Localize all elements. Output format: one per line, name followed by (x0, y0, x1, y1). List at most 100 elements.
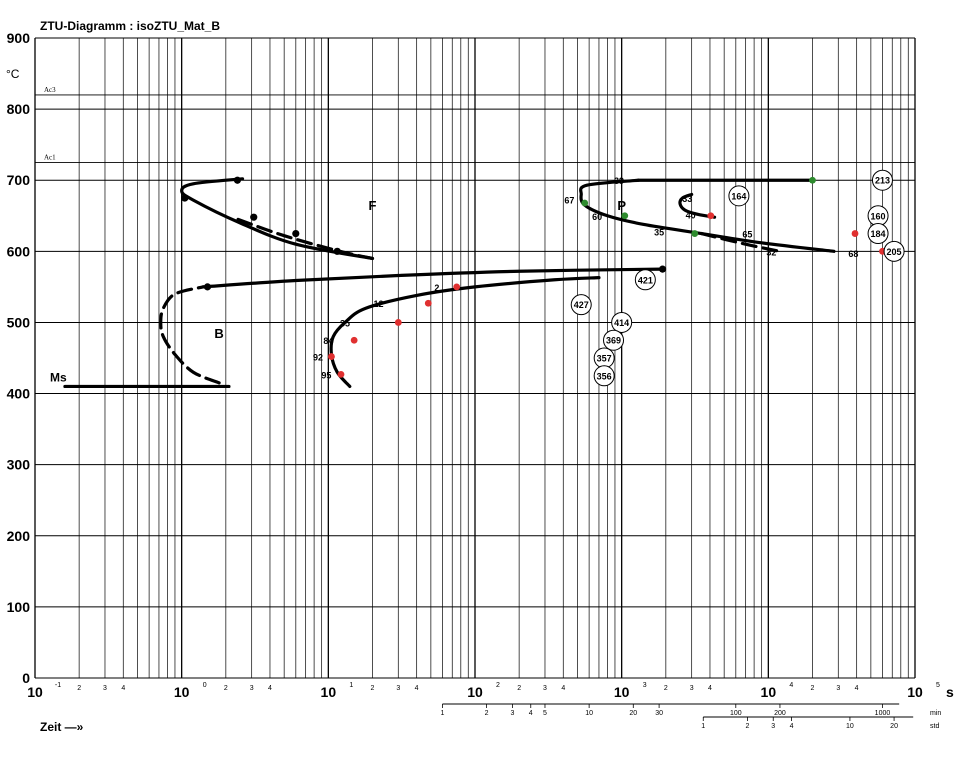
hardness-label: 369 (606, 336, 621, 346)
data-marker (621, 212, 629, 220)
data-marker (394, 319, 402, 326)
hardness-circle (871, 169, 893, 191)
percentage-label: 32 (766, 247, 776, 257)
y-tick-label: 400 (7, 386, 31, 402)
percentage-label: 35 (340, 318, 350, 328)
hardness-label: 414 (614, 318, 629, 328)
y-tick-label: 900 (7, 30, 31, 46)
x-tick-exponent: 5 (936, 682, 940, 689)
transformation-curve (579, 178, 836, 253)
x-tick-exponent: 1 (349, 682, 353, 689)
min-axis-label: 100 (730, 710, 742, 717)
y-tick-label: 0 (22, 670, 30, 686)
x-minor-tick-label: 4 (708, 685, 712, 692)
hardness-circle (570, 294, 592, 316)
std-axis-label: 10 (846, 723, 854, 730)
reference-line-label: Ac1 (44, 153, 56, 161)
time-axis-label: Zeit —» (40, 720, 84, 734)
transformation-curve (678, 192, 717, 219)
x-tick-label: 10 (321, 684, 337, 700)
y-tick-label: 800 (7, 101, 31, 117)
y-axis-label: °C (6, 67, 20, 81)
x-minor-tick-label: 4 (121, 685, 125, 692)
x-minor-tick-label: 2 (371, 685, 375, 692)
data-marker (691, 230, 699, 237)
x-minor-tick-label: 3 (836, 685, 840, 692)
data-marker (203, 283, 212, 291)
std-axis-label: 1 (701, 723, 705, 730)
ms-label: Ms (50, 370, 67, 384)
data-marker (424, 299, 432, 307)
x-minor-tick-label: 2 (664, 685, 668, 692)
chart-title: ZTU-Diagramm : isoZTU_Mat_B (40, 19, 221, 33)
min-axis-label: 5 (543, 710, 547, 717)
transformation-curve (329, 276, 601, 389)
hardness-label: 213 (875, 176, 890, 186)
x-tick-label: 10 (467, 684, 483, 700)
x-tick-label: 10 (614, 684, 630, 700)
hardness-circle (728, 185, 750, 207)
hardness-label: 356 (597, 371, 612, 381)
hardness-circle (634, 269, 656, 291)
y-tick-label: 200 (7, 528, 31, 544)
hardness-label: 160 (871, 211, 886, 221)
transformation-curve (201, 267, 665, 289)
transformation-curve (159, 285, 221, 385)
x-minor-tick-label: 3 (690, 685, 694, 692)
hardness-label: 164 (731, 191, 746, 201)
y-tick-label: 700 (7, 172, 31, 188)
percentage-label: 84 (323, 336, 333, 346)
min-axis-label: 1 (441, 710, 445, 717)
x-minor-tick-label: 4 (415, 685, 419, 692)
y-tick-label: 100 (7, 599, 31, 615)
x-tick-exponent: 4 (789, 682, 793, 689)
data-marker (233, 176, 242, 184)
std-axis-label: 4 (790, 723, 794, 730)
x-minor-tick-label: 2 (517, 685, 521, 692)
percentage-label: 2 (434, 283, 439, 293)
min-axis-label: 1000 (875, 710, 891, 717)
percentage-label: 68 (848, 249, 858, 259)
y-tick-label: 500 (7, 314, 31, 330)
x-tick-exponent: 0 (203, 682, 207, 689)
x-tick-label: 10 (761, 684, 777, 700)
min-axis-label: 30 (655, 710, 663, 717)
min-axis-label: 200 (774, 710, 786, 717)
reference-line-label: Ac3 (44, 86, 56, 94)
hardness-label: 421 (638, 275, 653, 285)
data-marker (707, 212, 715, 220)
data-marker (333, 247, 341, 255)
percentage-label: 12 (374, 299, 384, 309)
region-label: P (617, 198, 626, 213)
x-tick-label: 10 (27, 684, 43, 700)
percentage-label: 67 (564, 195, 574, 205)
transformation-curve (699, 231, 782, 253)
region-label: F (369, 198, 377, 213)
region-label: B (214, 326, 223, 341)
data-marker (851, 230, 859, 237)
hardness-circle (883, 240, 905, 262)
x-unit-label: s (946, 684, 954, 700)
x-minor-tick-label: 3 (103, 685, 107, 692)
percentage-label: 65 (742, 230, 752, 240)
data-marker (453, 283, 461, 291)
data-marker (250, 213, 258, 221)
hardness-circle (603, 329, 625, 351)
data-marker (581, 199, 589, 207)
x-tick-label: 10 (907, 684, 923, 700)
percentage-label: 92 (313, 353, 323, 363)
x-minor-tick-label: 4 (561, 685, 565, 692)
data-marker (658, 265, 667, 273)
transformation-curve (180, 177, 375, 261)
hardness-circle (611, 311, 633, 333)
x-minor-tick-label: 4 (855, 685, 859, 692)
min-axis-label: 10 (585, 710, 593, 717)
y-tick-label: 300 (7, 457, 31, 473)
transformation-curve (230, 215, 375, 261)
x-minor-tick-label: 2 (77, 685, 81, 692)
percentage-label: 39 (614, 176, 624, 186)
data-marker (328, 353, 335, 360)
min-axis-label: 3 (510, 710, 514, 717)
hardness-circle (593, 365, 615, 387)
